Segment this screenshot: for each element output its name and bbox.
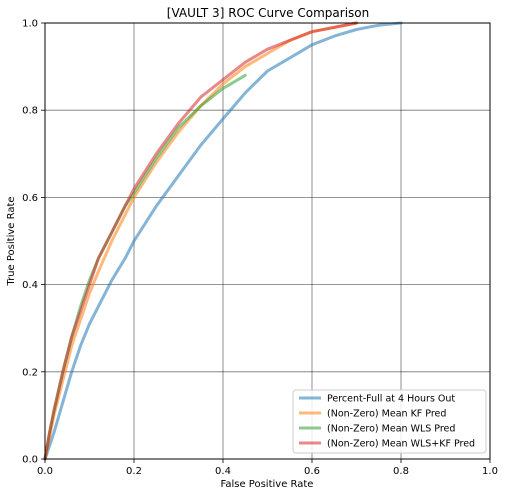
legend-label: Percent-Full at 4 Hours Out	[327, 394, 455, 405]
series-lines	[43, 21, 403, 461]
legend-label: (Non-Zero) Mean WLS+KF Pred	[327, 439, 475, 450]
y-axis-label: True Positive Rate	[6, 196, 17, 286]
y-tick-label: 0.6	[22, 193, 38, 204]
legend: Percent-Full at 4 Hours Out (Non-Zero) Me…	[292, 389, 487, 454]
series-line-1	[43, 21, 403, 461]
series-line-4	[43, 21, 358, 461]
y-tick-label: 0.2	[22, 367, 38, 378]
legend-label: (Non-Zero) Mean KF Pred	[327, 409, 446, 420]
y-tick-label: 1.0	[22, 19, 38, 30]
x-tick-label: 0.0	[37, 466, 53, 477]
x-tick-label: 0.2	[126, 466, 142, 477]
x-tick-label: 0.8	[393, 466, 409, 477]
plot-frame	[44, 22, 491, 460]
axis-ticks: 0.0 0.2 0.4 0.6 0.8 1.0 0.0 0.2 0.4 0.6 0.8 1.0	[22, 19, 498, 478]
x-axis-label: False Positive Rate	[221, 479, 314, 490]
x-tick-label: 0.4	[215, 466, 231, 477]
legend-box	[292, 389, 487, 454]
y-tick-label: 0.0	[22, 455, 38, 466]
x-tick-label: 1.0	[482, 466, 498, 477]
series-line-3	[43, 73, 247, 461]
x-tick-label: 0.6	[304, 466, 320, 477]
chart-title: [VAULT 3] ROC Curve Comparison	[167, 6, 369, 20]
y-tick-label: 0.4	[22, 280, 38, 291]
legend-label: (Non-Zero) Mean WLS Pred	[327, 424, 455, 435]
y-tick-label: 0.8	[22, 106, 38, 117]
